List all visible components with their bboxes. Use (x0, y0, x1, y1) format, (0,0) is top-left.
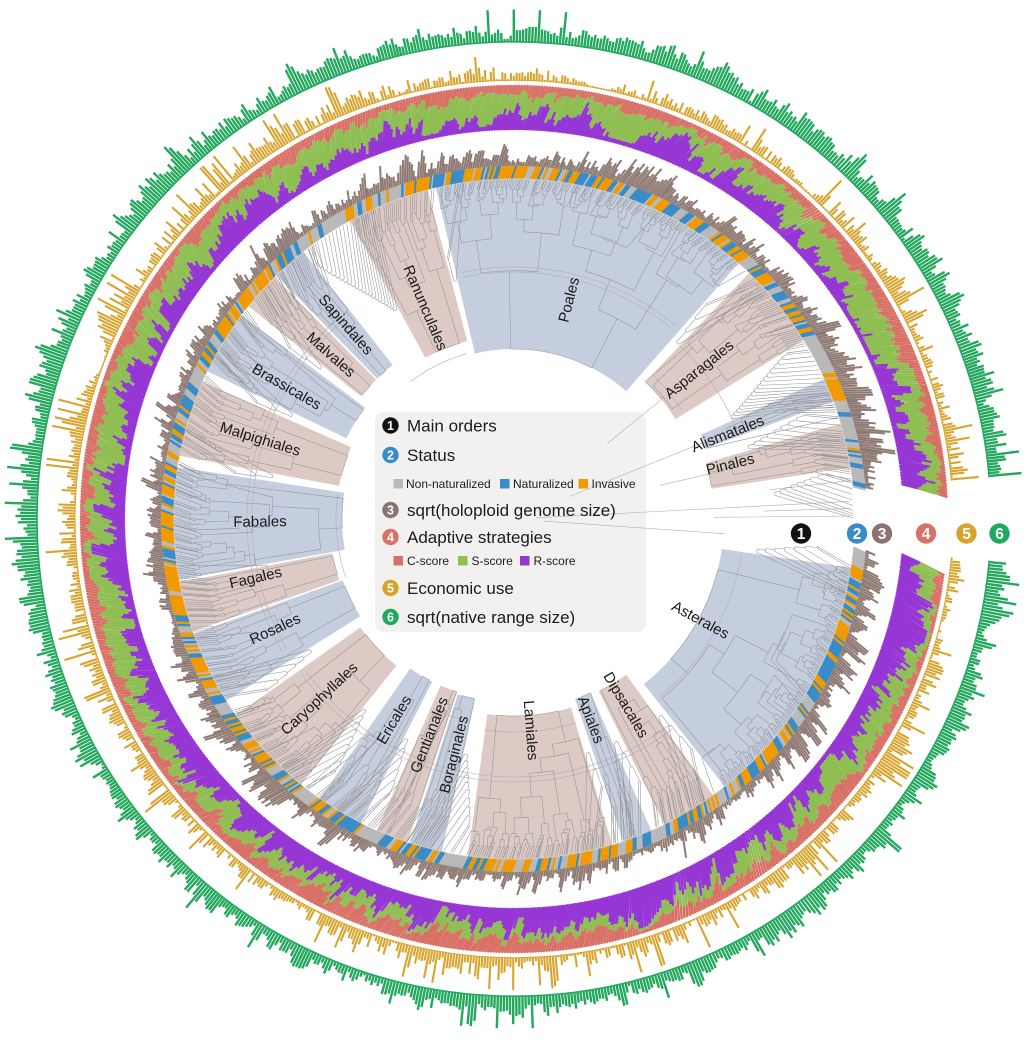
svg-text:Naturalized: Naturalized (513, 477, 574, 491)
svg-text:sqrt(native range size): sqrt(native range size) (407, 608, 575, 627)
svg-text:C-score: C-score (407, 554, 449, 568)
svg-text:4: 4 (922, 526, 931, 543)
svg-text:6: 6 (995, 526, 1004, 543)
svg-text:R-score: R-score (534, 554, 576, 568)
svg-text:3: 3 (387, 503, 394, 517)
svg-text:Lamiales: Lamiales (520, 700, 541, 761)
svg-text:S-score: S-score (472, 554, 514, 568)
svg-text:2: 2 (853, 526, 862, 543)
svg-text:Main orders: Main orders (407, 416, 497, 435)
svg-text:Status: Status (407, 446, 455, 465)
svg-text:1: 1 (797, 526, 806, 543)
svg-text:1: 1 (387, 419, 394, 433)
svg-text:5: 5 (962, 526, 971, 543)
svg-text:Fabales: Fabales (233, 513, 287, 531)
svg-text:Adaptive strategies: Adaptive strategies (407, 528, 552, 547)
svg-text:4: 4 (387, 530, 394, 544)
svg-text:Non-naturalized: Non-naturalized (406, 477, 491, 491)
svg-text:6: 6 (387, 610, 394, 624)
svg-text:Invasive: Invasive (592, 477, 636, 491)
svg-text:2: 2 (387, 448, 394, 462)
svg-text:5: 5 (387, 581, 394, 595)
svg-text:3: 3 (878, 526, 887, 543)
svg-text:Economic use: Economic use (407, 579, 514, 598)
svg-text:sqrt(holoploid genome size): sqrt(holoploid genome size) (407, 501, 616, 520)
